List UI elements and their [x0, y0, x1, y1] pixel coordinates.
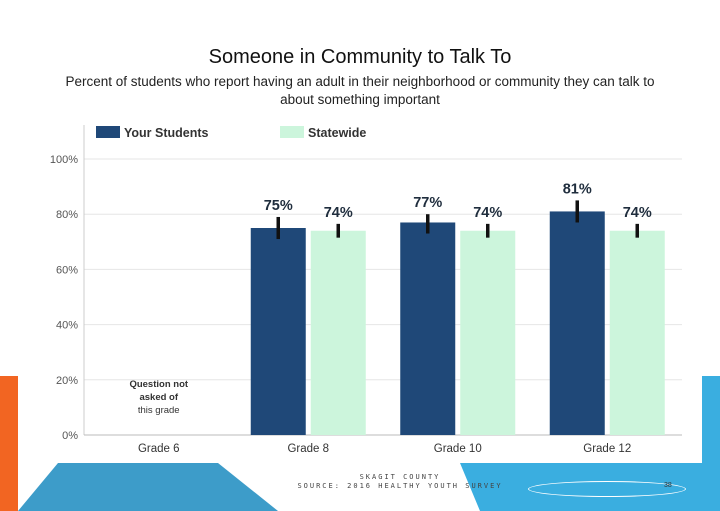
bar-your-students	[250, 228, 306, 435]
y-tick-label: 100%	[50, 154, 78, 166]
not-asked-annotation: Question not	[129, 379, 188, 390]
slide-title: Someone in Community to Talk To	[208, 46, 512, 68]
bar-statewide	[460, 230, 516, 435]
legend-swatch-your-students	[96, 126, 120, 138]
not-asked-annotation: asked of	[139, 392, 178, 403]
x-tick-label: Grade 8	[287, 443, 329, 455]
y-tick-label: 0%	[62, 430, 78, 442]
y-tick-label: 60%	[56, 264, 78, 276]
bar-statewide	[310, 230, 366, 435]
chart-panel: 0% 20% 40% 60% 80% 100% Your Students Statewide…	[18, 117, 702, 463]
x-tick-label: Grade 6	[138, 443, 180, 455]
slide-subtitle: Percent of students who report having an…	[65, 74, 655, 107]
footer-county: SKAGIT COUNTY	[359, 473, 441, 481]
y-tick-label: 40%	[56, 320, 78, 332]
orange-accent-shape	[0, 376, 18, 511]
bar-your-students	[400, 222, 456, 435]
footer-source: SOURCE: 2016 HEALTHY YOUTH SURVEY	[297, 482, 503, 490]
bar-statewide	[609, 230, 665, 435]
legend-label: Statewide	[308, 126, 366, 140]
x-tick-label: Grade 12	[583, 443, 631, 455]
data-label: 74%	[473, 205, 502, 221]
legend-swatch-statewide	[280, 126, 304, 138]
footer: SKAGIT COUNTY SOURCE: 2016 HEALTHY YOUTH…	[220, 473, 580, 491]
data-label: 77%	[413, 195, 442, 211]
x-tick-label: Grade 10	[434, 443, 482, 455]
y-tick-label: 80%	[56, 209, 78, 221]
data-label: 81%	[563, 181, 592, 197]
not-asked-annotation: this grade	[138, 405, 180, 416]
y-tick-label: 20%	[56, 375, 78, 387]
data-label: 74%	[623, 205, 652, 221]
page-number: 38	[664, 482, 672, 489]
bar-your-students	[549, 211, 605, 435]
page-number-oval	[528, 481, 686, 497]
data-label: 74%	[324, 205, 353, 221]
legend-label: Your Students	[124, 126, 209, 140]
bar-chart: 0% 20% 40% 60% 80% 100% Your Students Statewide…	[50, 125, 682, 455]
data-label: 75%	[264, 198, 293, 214]
